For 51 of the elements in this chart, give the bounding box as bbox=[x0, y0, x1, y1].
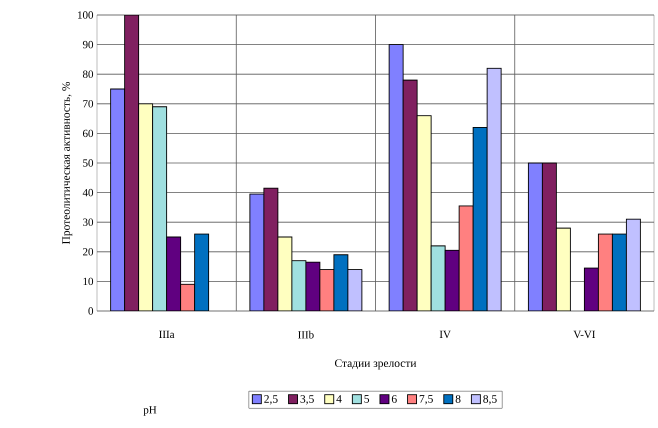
y-tick-label: 10 bbox=[83, 278, 94, 286]
bar bbox=[388, 44, 404, 311]
x-tick-label: IV bbox=[440, 330, 451, 338]
bar bbox=[319, 269, 334, 311]
y-tick-label: 70 bbox=[83, 100, 94, 108]
y-tick-label: 100 bbox=[78, 11, 94, 19]
y-tick-label: 40 bbox=[82, 188, 94, 196]
bar bbox=[598, 234, 613, 311]
bar bbox=[556, 228, 571, 311]
bar bbox=[166, 236, 182, 311]
bar bbox=[486, 68, 502, 311]
bar bbox=[277, 236, 292, 311]
legend-label: 5 bbox=[364, 395, 370, 403]
bar bbox=[584, 268, 599, 311]
bar bbox=[626, 218, 641, 311]
legend-label: 2,5 bbox=[264, 395, 278, 404]
bar bbox=[528, 162, 543, 311]
legend-label: 7,5 bbox=[420, 395, 433, 404]
bar bbox=[472, 127, 488, 311]
y-tick-label: 30 bbox=[83, 218, 94, 226]
x-axis-title: Стадии зрелости bbox=[334, 359, 416, 370]
bar bbox=[458, 205, 474, 311]
legend-label: 3,5 bbox=[300, 395, 314, 404]
bar bbox=[138, 103, 154, 311]
legend-label: 8 bbox=[456, 395, 461, 403]
legend-label: 8,5 bbox=[483, 395, 497, 404]
bar bbox=[305, 262, 320, 311]
y-axis-title: Протеолитическая активность, % bbox=[62, 82, 72, 244]
bar bbox=[333, 254, 348, 311]
bar bbox=[249, 194, 264, 311]
bar bbox=[291, 260, 306, 311]
bar bbox=[110, 88, 126, 311]
y-tick-label: 50 bbox=[83, 159, 94, 167]
x-tick-label: V-VI bbox=[573, 330, 596, 338]
bar bbox=[194, 234, 210, 311]
y-tick-label: 0 bbox=[88, 307, 94, 315]
x-tick-label: IIIa bbox=[159, 330, 174, 338]
y-tick-label: 20 bbox=[83, 248, 94, 256]
bar bbox=[152, 106, 168, 311]
legend-label: 4 bbox=[336, 395, 342, 403]
bar bbox=[444, 250, 460, 311]
legend-title: pH bbox=[143, 406, 156, 416]
legend-label: 6 bbox=[392, 395, 397, 403]
bar bbox=[430, 245, 446, 311]
y-tick-label: 80 bbox=[82, 70, 94, 78]
bar bbox=[416, 115, 432, 311]
bar bbox=[347, 269, 362, 311]
bar bbox=[612, 234, 627, 311]
y-tick-label: 60 bbox=[82, 130, 94, 138]
x-tick-label: IIIb bbox=[298, 330, 314, 338]
y-tick-label: 90 bbox=[82, 40, 94, 48]
